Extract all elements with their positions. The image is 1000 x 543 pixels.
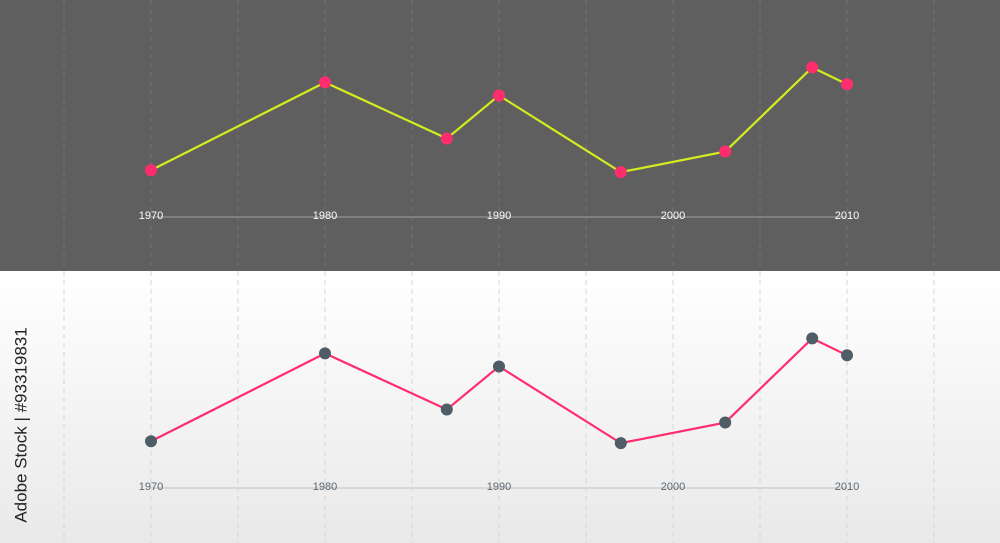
panel-background [0, 0, 1000, 271]
data-point [145, 435, 157, 448]
data-line [150, 337, 848, 445]
x-tick-label: 1980 [313, 210, 337, 222]
data-point [841, 78, 853, 91]
x-tick-label: 1970 [139, 210, 163, 222]
x-tick-label: 1970 [139, 481, 163, 493]
watermark: Adobe Stock | #93319831 [11, 327, 30, 522]
data-point [319, 76, 331, 89]
x-tick-label: 2010 [835, 210, 859, 222]
chart: 1970 1980 1990 2000 2010 [0, 271, 1000, 543]
x-tick-label: 1980 [313, 481, 337, 493]
data-point [614, 437, 627, 450]
data-point [719, 416, 732, 429]
data-point [806, 61, 819, 74]
data-point [614, 166, 627, 179]
data-point [440, 403, 453, 416]
data-point [806, 332, 819, 345]
data-point [719, 145, 732, 158]
data-line [150, 66, 848, 174]
panel-background [0, 271, 1000, 543]
data-point [493, 89, 505, 102]
data-point [319, 347, 331, 360]
chart: 1970 1980 1990 2000 2010 [0, 0, 1000, 271]
x-tick-label: 1990 [487, 210, 511, 222]
data-point [145, 164, 157, 177]
data-point [493, 360, 505, 373]
x-tick-label: 1990 [487, 481, 511, 493]
x-tick-label: 2000 [661, 210, 685, 222]
data-point [440, 132, 453, 145]
data-point [841, 349, 853, 362]
x-tick-label: 2010 [835, 481, 859, 493]
x-tick-label: 2000 [661, 481, 685, 493]
